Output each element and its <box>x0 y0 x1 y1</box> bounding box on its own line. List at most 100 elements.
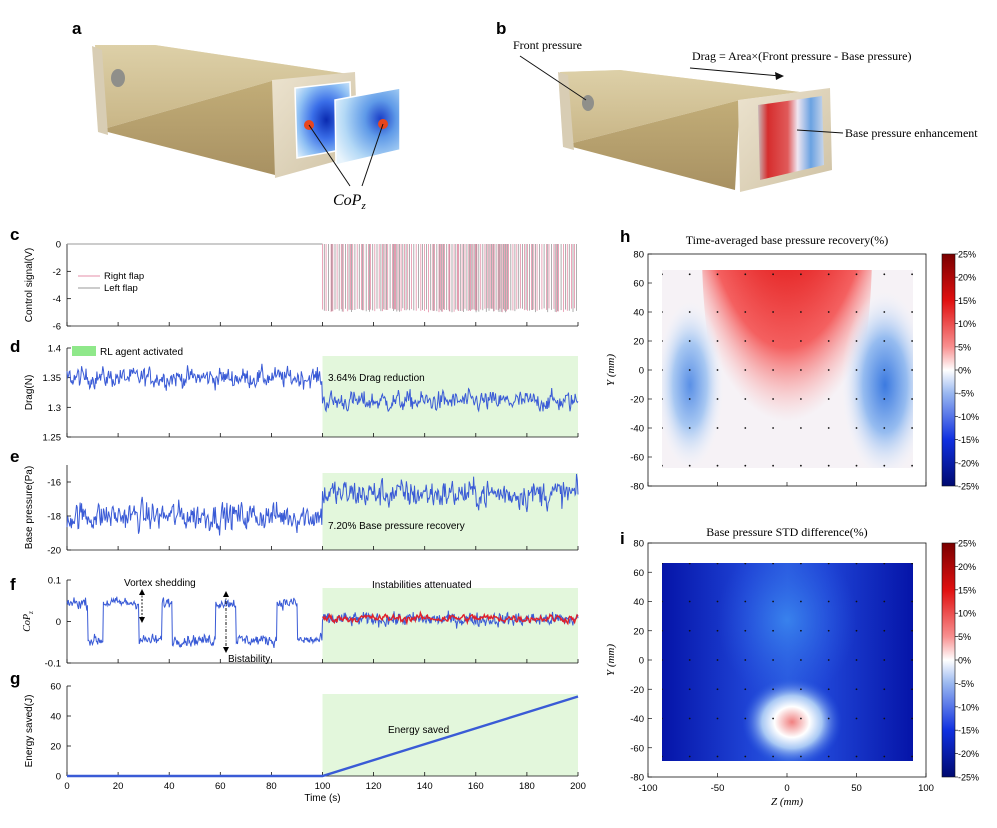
heatmap-i-sensor-dot <box>716 755 719 758</box>
chart-e-ytick-label: -16 <box>47 478 61 489</box>
chart-c-ytick-label: 0 <box>56 240 61 251</box>
heatmap-i-xtick-label: 50 <box>851 783 862 794</box>
heatmap-h-ytick-label: -80 <box>630 482 644 493</box>
heatmap-h-sensor-dot <box>827 369 830 371</box>
colorbar-h <box>941 253 956 487</box>
colorbar-i-tick-label: 25% <box>958 539 976 549</box>
panel-letters: a b c d e f g h i <box>10 19 630 688</box>
chart-c-ylabel: Control signal(V) <box>24 248 35 322</box>
heatmap-i-sensor-dot <box>744 600 747 603</box>
chart-e-annotation: 7.20% Base pressure recovery <box>328 521 465 532</box>
heatmap-i-sensor-dot <box>911 629 913 632</box>
heatmap-i-sensor-dot <box>744 659 747 661</box>
colorbar-i-tick-label: 15% <box>958 585 976 595</box>
heatmap-h-sensor-dot <box>716 369 719 371</box>
colorbar-h-tick-label: 15% <box>958 296 976 306</box>
heatmap-h-sensor-dot <box>772 464 774 467</box>
heatmap-i-sensor-dot <box>827 659 830 661</box>
heatmap-i-sensor-dot <box>716 659 719 661</box>
chart-c-series-left-flap <box>323 244 577 313</box>
chart-f-rl-region <box>322 588 578 663</box>
model-a-base-projection <box>334 87 401 166</box>
annotation-bistability-arrowhead-up <box>223 591 229 597</box>
heatmap-h-sensor-dot <box>827 427 830 429</box>
chart-f-cop: 0.1 0 -0.1 CoPz Vortex shedding Bistability In… <box>22 576 579 670</box>
heatmap-h-sensor-dot <box>911 311 913 313</box>
heatmap-h-sensor-dot <box>883 427 886 429</box>
heatmap-i-xlabel: Z (mm) <box>771 796 803 808</box>
chart-g-xtick-label: 0 <box>64 781 69 792</box>
heatmap-h-ytick-label: -40 <box>630 424 644 435</box>
base-enhancement-label: Base pressure enhancement <box>845 126 978 140</box>
heatmap-h-blue-right <box>841 290 913 468</box>
heatmap-h-sensor-dot <box>800 464 802 467</box>
colorbar-i-tick-label: -10% <box>958 702 979 712</box>
heatmap-i-sensor-dot <box>800 717 802 720</box>
heatmap-i-sensor-dot <box>800 688 802 691</box>
chart-d-ytick-label: 1.3 <box>48 403 61 414</box>
heatmap-h-sensor-dot <box>911 273 913 276</box>
heatmap-i-sensor-dot <box>800 659 802 661</box>
front-pressure-label: Front pressure <box>513 38 582 52</box>
heatmap-i-sensor-dot <box>911 563 913 565</box>
panel-a-illustration: CoPz <box>92 45 401 212</box>
heatmap-h-sensor-dot <box>688 273 691 276</box>
model-a-body <box>95 45 355 130</box>
chart-f-ylabel: CoPz <box>22 611 35 632</box>
cop-label: CoPz <box>333 192 366 212</box>
heatmap-i-ytick-label: 60 <box>633 568 644 579</box>
heatmap-i-sensor-dot <box>772 717 774 720</box>
heatmap-h-sensor-dot <box>688 340 691 342</box>
heatmap-i-sensor-dot <box>744 755 747 758</box>
colorbar-h-tick-label: -15% <box>958 435 979 445</box>
colorbar-i-tick-label: -25% <box>958 773 979 783</box>
heatmap-h-sensor-dot <box>855 398 858 400</box>
heatmap-i-sensor-dot <box>716 600 719 603</box>
heatmap-h-sensor-dot <box>744 369 747 371</box>
colorbar-h-tick-label: 5% <box>958 342 971 352</box>
heatmap-i-sensor-dot <box>744 563 747 565</box>
heatmap-i-sensor-dot <box>855 755 858 758</box>
chart-d-ytick-label: 1.35 <box>43 373 62 384</box>
heatmap-h-sensor-dot <box>744 311 747 313</box>
heatmap-h-sensor-dot <box>827 273 830 276</box>
heatmap-i-sensor-dot <box>744 688 747 691</box>
drag-arrow <box>689 67 781 77</box>
chart-e-ytick-label: -20 <box>47 546 61 557</box>
chart-c-ytick-label: -4 <box>53 294 61 305</box>
colorbar-i <box>941 542 956 778</box>
heatmap-i-sensor-dot <box>911 688 913 691</box>
heatmap-i-ytick-label: -40 <box>630 714 644 725</box>
chart-d-series-drag <box>66 363 579 413</box>
heatmap-h-sensor-dot <box>662 273 663 276</box>
heatmap-h-sensor-dot <box>716 340 719 342</box>
chart-g-energy: 0 20 40 60 0 20 40 60 80 100 120 140 160 180 200 Time (… <box>24 682 586 805</box>
heatmap-i-sensor-dot <box>883 629 886 632</box>
heatmap-i-field <box>662 563 913 761</box>
heatmap-i-xtick-label: 0 <box>784 783 789 794</box>
heatmap-h-sensor-dot <box>744 464 747 467</box>
heatmap-h-sensor-dot <box>662 464 663 467</box>
heatmap-h-sensor-dot <box>688 464 691 467</box>
colorbar-i-tick-label: -20% <box>958 749 979 759</box>
base-enhancement-pointer <box>796 129 844 134</box>
model-b-base <box>758 96 824 180</box>
heatmap-h-ytick-label: 60 <box>633 279 644 290</box>
chart-d-ylabel: Drag(N) <box>24 375 35 411</box>
chart-f-ylabel-sub: z <box>27 611 35 615</box>
chart-f-ytick-label: -0.1 <box>45 659 61 670</box>
heatmap-i-sensor-dot <box>855 717 858 720</box>
panel-letter-g: g <box>10 669 20 688</box>
heatmap-h-sensor-dot <box>688 427 691 429</box>
heatmap-h-sensor-dot <box>688 398 691 400</box>
heatmap-i-sensor-dot <box>855 688 858 691</box>
heatmap-i-sensor-dot <box>716 563 719 565</box>
heatmap-h-ytick-label: -20 <box>630 395 644 406</box>
heatmap-h-sensor-dot <box>911 398 913 400</box>
heatmap-h-sensor-dot <box>688 369 691 371</box>
heatmap-i-sensor-dot <box>827 629 830 632</box>
heatmap-i-sensor-dot <box>911 600 913 603</box>
heatmap-i-sensor-dot <box>800 755 802 758</box>
